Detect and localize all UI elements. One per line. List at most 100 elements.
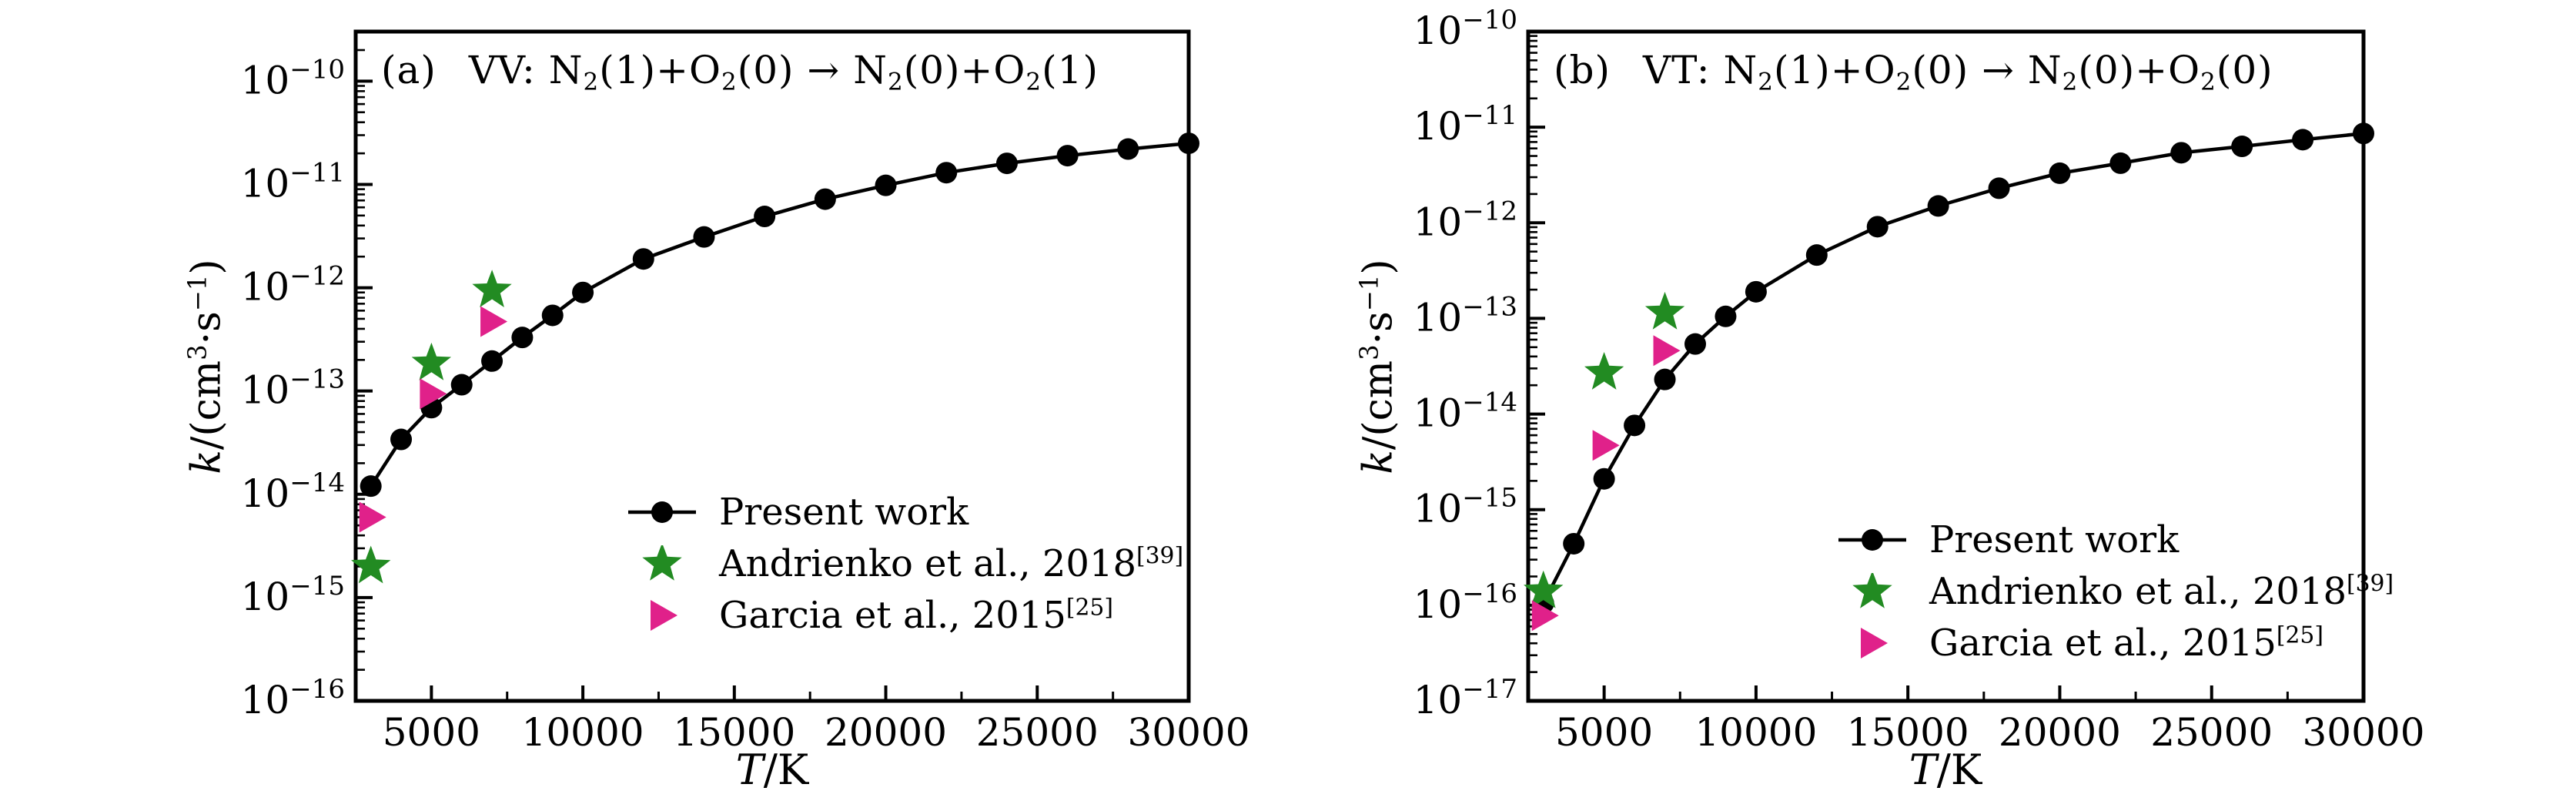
star-marker bbox=[472, 270, 512, 307]
x-tick-label: 30000 bbox=[2302, 710, 2424, 755]
legend-label: Andrienko et al., 2018[39] bbox=[1929, 570, 2394, 613]
circle-marker bbox=[2109, 152, 2132, 174]
circle-marker bbox=[1563, 532, 1585, 555]
circle-marker bbox=[1684, 333, 1706, 355]
series-garcia-et-al-2015 bbox=[359, 306, 508, 533]
series-andrienko-et-al-2018 bbox=[351, 270, 512, 584]
legend-label: Present work bbox=[1929, 518, 2180, 561]
y-tick-label: 10−15 bbox=[241, 571, 345, 619]
panel-a-y-axis-label: k/(cm3·s−1) bbox=[182, 259, 230, 474]
y-tick-label: 10−17 bbox=[1413, 674, 1517, 722]
circle-marker bbox=[1056, 145, 1079, 167]
legend-item-andrienko: Andrienko et al., 2018[39] bbox=[1835, 569, 2394, 614]
panel-a-label: (a) bbox=[381, 48, 437, 92]
triangle-right-marker bbox=[1653, 335, 1681, 367]
y-tick-label: 10−11 bbox=[241, 157, 345, 206]
panel-a-x-axis-label: T/K bbox=[735, 746, 809, 794]
circle-marker bbox=[814, 188, 836, 210]
star-marker bbox=[642, 545, 682, 581]
circle-marker bbox=[390, 428, 413, 451]
plot-frame bbox=[1526, 29, 2366, 703]
star-marker-icon bbox=[1852, 573, 1892, 608]
y-tick-label: 10−13 bbox=[241, 364, 345, 413]
y-tick-label: 10−14 bbox=[241, 467, 345, 516]
series-present-work bbox=[1532, 122, 2374, 615]
legend-item-present-work: Present work bbox=[625, 490, 1183, 535]
panel-b-legend: Present work Andrienko et al., 2018[39] … bbox=[1835, 518, 2394, 665]
x-tick-label: 10000 bbox=[522, 710, 644, 755]
y-tick-label: 10−16 bbox=[241, 674, 345, 722]
legend-item-garcia: Garcia et al., 2015[25] bbox=[1835, 621, 2394, 665]
line-circle-marker-icon bbox=[628, 501, 696, 523]
x-tick-label: 20000 bbox=[1999, 710, 2121, 755]
triangle-right-marker bbox=[1531, 600, 1559, 632]
x-tick-label: 15000 bbox=[1847, 710, 1969, 755]
circle-marker bbox=[1715, 305, 1737, 327]
circle-marker bbox=[1805, 244, 1828, 266]
legend-label: Present work bbox=[719, 491, 969, 534]
y-tick-label: 10−11 bbox=[1413, 100, 1517, 149]
panel-a-title: (a) VV: N2(1)+O2(0) → N2(0)+O2(1) bbox=[381, 48, 1099, 96]
legend-label: Andrienko et al., 2018[39] bbox=[719, 542, 1184, 585]
circle-marker bbox=[2353, 122, 2374, 145]
triangle-right-marker-icon bbox=[1861, 628, 1888, 659]
star-marker bbox=[1584, 352, 1624, 390]
panel-b-reaction: VT: N2(1)+O2(0) → N2(0)+O2(0) bbox=[1643, 48, 2273, 96]
circle-marker bbox=[1745, 280, 1767, 303]
circle-marker bbox=[1927, 195, 1949, 217]
series-present-work bbox=[360, 132, 1199, 498]
circle-marker bbox=[693, 226, 715, 248]
y-tick-label: 10−10 bbox=[1413, 5, 1517, 53]
y-tick-label: 10−12 bbox=[1413, 196, 1517, 244]
plot-frame bbox=[353, 29, 1191, 703]
circle-marker bbox=[2049, 162, 2071, 184]
x-tick-label: 20000 bbox=[825, 710, 947, 755]
panel-b-label: (b) bbox=[1554, 48, 1611, 92]
y-tick-label: 10−14 bbox=[1413, 387, 1517, 436]
circle-marker bbox=[1624, 414, 1646, 437]
x-tick-label: 10000 bbox=[1694, 710, 1817, 755]
star-marker bbox=[411, 342, 451, 380]
triangle-right-marker bbox=[359, 501, 386, 533]
triangle-right-marker bbox=[651, 600, 677, 631]
triangle-right-marker-icon bbox=[651, 600, 677, 631]
x-tick-label: 25000 bbox=[2150, 710, 2273, 755]
y-tick-label: 10−12 bbox=[241, 261, 345, 310]
panel-b-y-axis-label: k/(cm3·s−1) bbox=[1354, 259, 1402, 474]
legend-item-present-work: Present work bbox=[1835, 518, 2394, 562]
triangle-right-marker bbox=[420, 378, 447, 410]
panel-a: 5000 10000 15000 20000 25000 30000 10−10 10−11 1… bbox=[241, 29, 1250, 755]
series-garcia-et-al-2015 bbox=[1531, 335, 1681, 632]
circle-marker bbox=[511, 327, 534, 349]
circle-marker bbox=[1654, 368, 1676, 390]
circle-marker bbox=[1593, 467, 1615, 490]
panel-b: 5000 10000 15000 20000 25000 30000 10−10 10−11 1… bbox=[1413, 5, 2425, 755]
triangle-right-marker bbox=[480, 306, 508, 337]
star-marker bbox=[1524, 570, 1564, 608]
x-tick-label: 15000 bbox=[673, 710, 795, 755]
x-tick-label: 30000 bbox=[1127, 710, 1250, 755]
circle-marker bbox=[754, 206, 776, 228]
ticks bbox=[1528, 30, 2365, 702]
legend-item-garcia: Garcia et al., 2015[25] bbox=[625, 593, 1183, 638]
y-tick-label: 10−16 bbox=[1413, 578, 1517, 627]
y-tick-label: 10−13 bbox=[1413, 291, 1517, 340]
circle-marker bbox=[2292, 129, 2314, 151]
circle-marker bbox=[481, 350, 503, 372]
star-marker bbox=[351, 545, 391, 584]
ticks bbox=[356, 31, 1190, 702]
y-tick-label: 10−10 bbox=[241, 54, 345, 102]
circle-marker bbox=[875, 174, 897, 196]
star-marker bbox=[1644, 291, 1685, 330]
circle-marker bbox=[450, 374, 473, 396]
circle-marker bbox=[1988, 177, 2010, 199]
circle-marker bbox=[541, 304, 564, 327]
line-circle-marker-icon bbox=[1838, 529, 1906, 551]
circle-marker bbox=[651, 501, 673, 523]
circle-marker bbox=[1862, 529, 1883, 551]
circle-marker bbox=[935, 162, 958, 184]
circle-marker bbox=[1117, 138, 1139, 160]
circle-marker bbox=[360, 475, 382, 498]
x-tick-label: 5000 bbox=[383, 710, 480, 755]
